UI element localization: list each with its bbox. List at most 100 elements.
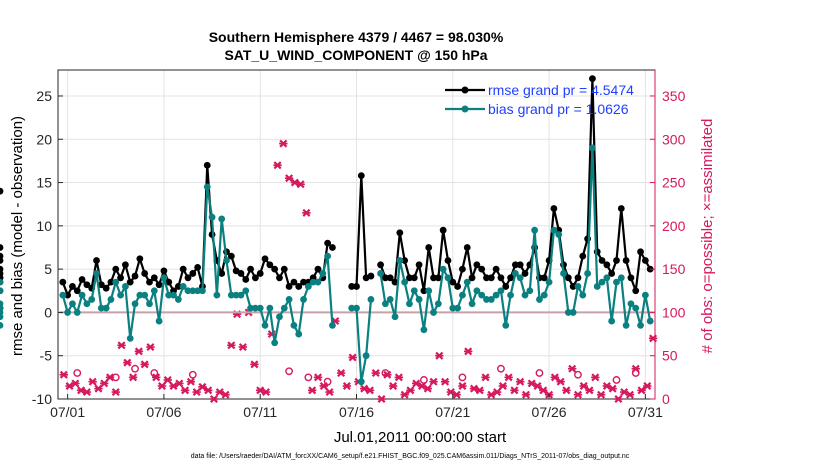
bias-data-point: [627, 300, 635, 308]
bias-data-point: [251, 304, 259, 312]
obs-assimilated-marker: [175, 379, 184, 388]
y-tick-label: 25: [36, 88, 52, 104]
bias-data-point: [545, 278, 553, 286]
bias-data-point: [348, 304, 356, 312]
bias-data-point: [285, 296, 293, 303]
obs-possible-marker: [381, 369, 390, 377]
obs-assimilated-marker: [140, 360, 149, 369]
rmse-data-point: [93, 257, 100, 264]
bias-data-point: [304, 283, 312, 290]
bias-data-point: [146, 300, 153, 308]
rmse-data-point: [641, 257, 649, 264]
legend-bias-marker: [461, 105, 469, 113]
obs-count-markers: [59, 139, 658, 403]
bias-data-point: [64, 309, 72, 316]
rmse-data-point: [540, 274, 548, 282]
y-tick-label: 5: [44, 261, 52, 277]
obs-assimilated-marker: [296, 180, 305, 189]
bias-data-point: [309, 278, 317, 286]
obs-assimilated-marker: [643, 382, 652, 390]
obs-assimilated-marker: [596, 390, 606, 399]
obs-possible-marker: [420, 376, 428, 384]
rmse-data-point: [632, 287, 640, 295]
x-tick-label: 07/06: [146, 404, 181, 420]
rmse-data-point: [131, 272, 139, 280]
rmse-data-point: [377, 261, 384, 269]
rmse-data-point: [189, 270, 197, 277]
bias-data-point: [107, 296, 115, 303]
obs-assimilated-marker: [204, 386, 213, 395]
bias-data-point: [117, 291, 124, 299]
rmse-data-point: [280, 265, 288, 273]
y-axis-label: rmse and bias (model - observation): [9, 116, 26, 356]
bias-data-point: [536, 296, 543, 303]
obs-assimilated-marker: [163, 375, 172, 384]
obs-assimilated-marker: [521, 390, 531, 399]
obs-assimilated-marker: [336, 369, 346, 378]
y2-tick-label: 100: [662, 304, 686, 320]
x-tick-label: 07/21: [435, 404, 470, 420]
bias-data-point: [589, 144, 596, 152]
bias-data-point: [492, 291, 500, 299]
rmse-data-point: [637, 248, 644, 256]
obs-assimilated-marker: [180, 386, 190, 395]
bias-data-point: [560, 270, 567, 277]
rmse-data-point: [242, 276, 250, 283]
rmse-data-point: [454, 283, 462, 290]
bias-data-point: [357, 378, 365, 386]
y2-tick-label: 50: [662, 348, 678, 364]
bias-data-point: [608, 317, 616, 325]
rmse-data-point: [439, 226, 447, 234]
bias-data-point: [0, 287, 4, 295]
obs-assimilated-marker: [82, 388, 92, 397]
bias-data-point: [434, 300, 442, 308]
rmse-data-point: [276, 274, 283, 282]
bias-data-point: [473, 287, 481, 295]
rmse-data-point: [83, 281, 91, 289]
rmse-data-point: [150, 274, 158, 282]
obs-assimilated-marker: [591, 373, 600, 382]
bias-data-point: [377, 270, 384, 277]
rmse-data-point: [487, 274, 495, 282]
obs-assimilated-marker: [111, 388, 120, 397]
bias-data-point: [454, 304, 462, 312]
y2-tick-label: 150: [662, 261, 686, 277]
obs-assimilated-marker: [59, 370, 68, 379]
rmse-data-point: [516, 261, 524, 269]
bias-data-point: [555, 231, 563, 238]
rmse-data-point: [598, 257, 606, 264]
obs-assimilated-marker: [319, 382, 328, 390]
bias-data-point: [444, 274, 452, 282]
bias-data-point: [430, 309, 437, 316]
rmse-data-point: [401, 257, 409, 264]
legend-bias-label: bias grand pr = 1.0626: [488, 101, 629, 117]
legend: rmse grand pr = 4.5474 bias grand pr = 1…: [445, 82, 634, 117]
obs-assimilated-marker: [562, 386, 571, 395]
bias-data-point: [459, 291, 466, 299]
rmse-data-point: [69, 283, 76, 290]
bias-data-point: [237, 291, 245, 299]
rmse-data-point: [251, 274, 259, 282]
rmse-data-point: [386, 274, 394, 282]
bias-data-point: [646, 317, 654, 325]
obs-assimilated-marker: [463, 347, 473, 356]
rmse-data-point: [0, 257, 4, 264]
bias-data-point: [511, 270, 519, 277]
bias-data-point: [521, 291, 529, 299]
bias-data-point: [425, 287, 433, 295]
bias-data-point: [276, 313, 283, 321]
bias-data-point: [213, 291, 221, 299]
bias-data-point: [256, 304, 264, 312]
y-tick-label: 0: [44, 304, 52, 320]
rmse-data-point: [406, 274, 413, 282]
rmse-data-point: [550, 205, 558, 212]
bias-data-point: [502, 322, 510, 329]
bias-data-point: [83, 300, 91, 308]
bias-data-point: [574, 283, 582, 290]
bias-data-point: [73, 309, 81, 316]
x-tick-label: 07/26: [532, 404, 567, 420]
obs-assimilated-marker: [302, 208, 311, 217]
rmse-data-point: [569, 283, 577, 290]
obs-possible-marker: [73, 369, 82, 377]
rmse-data-point: [329, 244, 336, 251]
